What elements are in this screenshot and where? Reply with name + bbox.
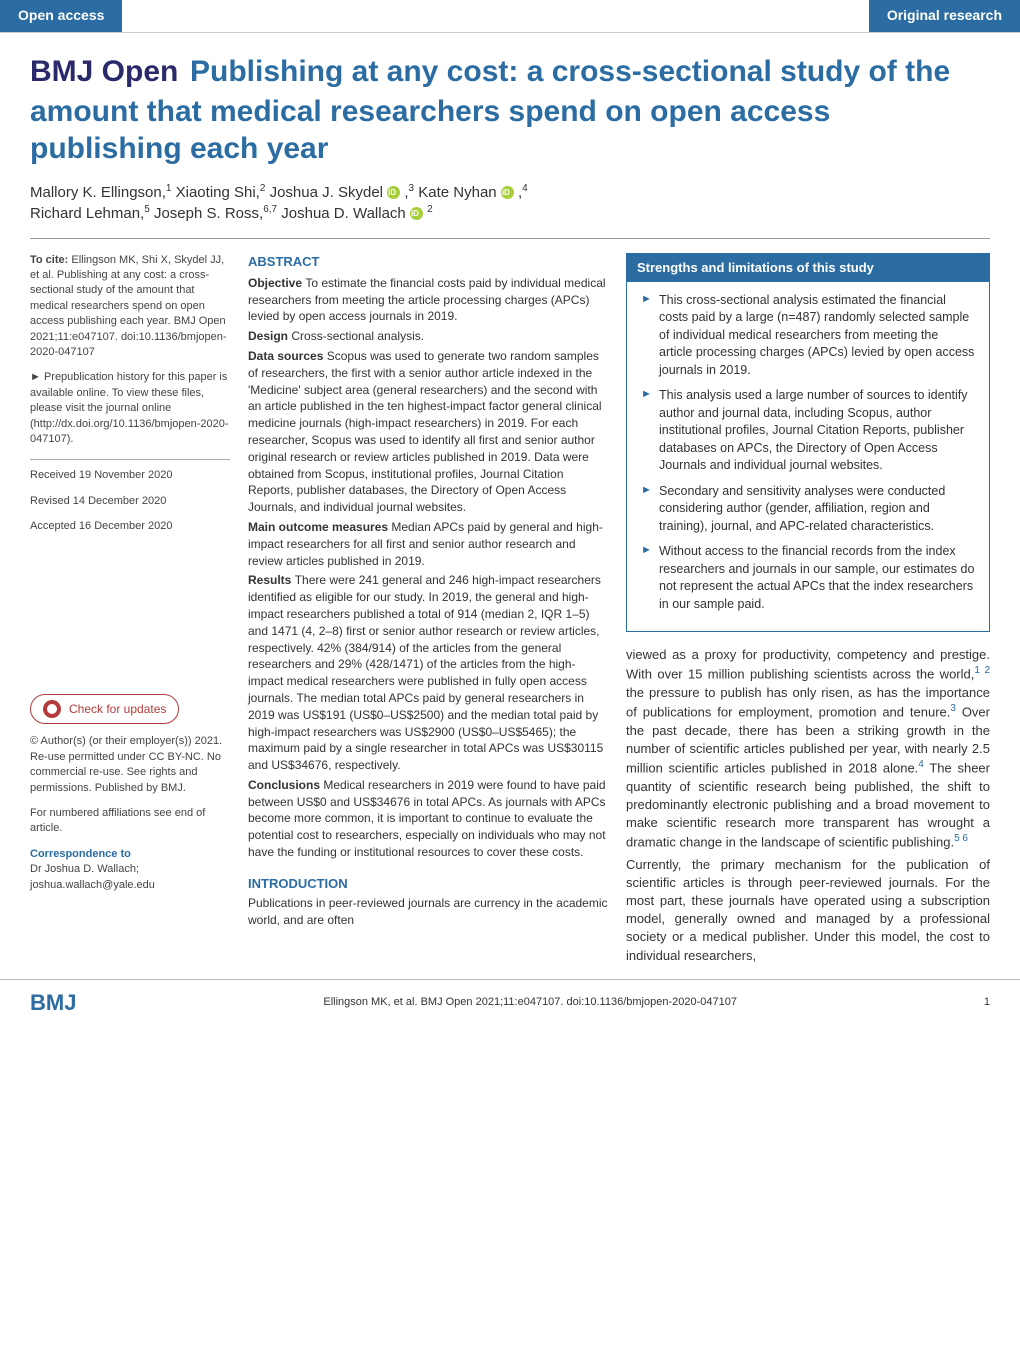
strengths-box: Strengths and limitations of this study …	[626, 253, 990, 633]
footer: BMJ Ellingson MK, et al. BMJ Open 2021;1…	[0, 979, 1020, 1027]
strengths-item: Without access to the financial records …	[641, 543, 975, 613]
abstract-design: Cross-sectional analysis.	[291, 329, 424, 343]
correspondence-label: Correspondence to	[30, 848, 131, 860]
author-affil: 6,7	[263, 204, 277, 215]
bmj-logo: BMJ	[30, 988, 76, 1019]
journal-name: BMJ Open	[30, 55, 178, 88]
author-list: Mallory K. Ellingson,1 Xiaoting Shi,2 Jo…	[0, 178, 1020, 234]
orcid-icon	[387, 186, 400, 199]
date-received: Received 19 November 2020	[30, 468, 230, 483]
author-affil: 3	[409, 183, 415, 194]
correspondence-name: Dr Joshua D. Wallach;	[30, 863, 139, 875]
top-bar: Open access Original research	[0, 0, 1020, 33]
strengths-title: Strengths and limitations of this study	[627, 254, 989, 282]
strengths-item: This analysis used a large number of sou…	[641, 387, 975, 475]
crossmark-icon	[43, 700, 61, 718]
body-p1b: the pressure to publish has only risen, …	[626, 685, 990, 720]
open-access-label: Open access	[0, 0, 122, 32]
author-affil: 1	[166, 183, 172, 194]
abstract-design-label: Design	[248, 329, 288, 343]
abstract-data-label: Data sources	[248, 349, 323, 363]
date-accepted: Accepted 16 December 2020	[30, 519, 230, 534]
title-block: BMJ Open Publishing at any cost: a cross…	[0, 33, 1020, 178]
affiliations-note: For numbered affiliations see end of art…	[30, 806, 230, 837]
ref-link[interactable]: 5 6	[954, 833, 968, 844]
author-name: Kate Nyhan	[418, 184, 496, 201]
cite-text: Ellingson MK, Shi X, Skydel JJ, et al. P…	[30, 254, 227, 358]
abstract-data: Scopus was used to generate two random s…	[248, 349, 602, 514]
side-copyright: BMJ Open: first published as 10.1136/bmj…	[1000, 0, 1014, 80]
author-name: Mallory K. Ellingson,	[30, 184, 166, 201]
hr	[30, 459, 230, 460]
check-updates-button[interactable]: Check for updates	[30, 694, 179, 724]
author-affil: 5	[144, 204, 150, 215]
original-research-label: Original research	[869, 0, 1020, 32]
check-updates-label: Check for updates	[69, 701, 166, 718]
footer-citation: Ellingson MK, et al. BMJ Open 2021;11:e0…	[323, 995, 737, 1010]
author-name: Joshua J. Skydel	[270, 184, 383, 201]
hr	[30, 238, 990, 239]
prepub-note: ► Prepublication history for this paper …	[30, 370, 230, 447]
strengths-item: Secondary and sensitivity analyses were …	[641, 483, 975, 536]
left-sidebar: To cite: Ellingson MK, Shi X, Skydel JJ,…	[30, 253, 230, 969]
body-text: viewed as a proxy for productivity, comp…	[626, 646, 990, 965]
intro-heading: INTRODUCTION	[248, 875, 608, 893]
orcid-icon	[410, 207, 423, 220]
abstract-objective-label: Objective	[248, 276, 302, 290]
cite-label: To cite:	[30, 254, 68, 266]
author-name: Xiaoting Shi,	[176, 184, 260, 201]
abstract-results-label: Results	[248, 573, 291, 587]
strengths-item: This cross-sectional analysis estimated …	[641, 292, 975, 380]
abstract-outcome-label: Main outcome measures	[248, 520, 388, 534]
abstract-objective: To estimate the financial costs paid by …	[248, 276, 606, 324]
body-p1a: viewed as a proxy for productivity, comp…	[626, 647, 990, 682]
abstract-section: ABSTRACT Objective To estimate the finan…	[248, 253, 608, 861]
author-name: Joshua D. Wallach	[281, 205, 406, 222]
orcid-icon	[501, 186, 514, 199]
body-p2: Currently, the primary mechanism for the…	[626, 856, 990, 965]
license-text: © Author(s) (or their employer(s)) 2021.…	[30, 734, 230, 796]
abstract-heading: ABSTRACT	[248, 253, 608, 271]
ref-link[interactable]: 1 2	[974, 665, 990, 676]
author-name: Richard Lehman,	[30, 205, 144, 222]
page-number: 1	[984, 995, 990, 1010]
author-affil: 2	[427, 204, 433, 215]
intro-text: Publications in peer-reviewed journals a…	[248, 895, 608, 929]
date-revised: Revised 14 December 2020	[30, 494, 230, 509]
abstract-results: There were 241 general and 246 high-impa…	[248, 573, 603, 772]
author-affil: 4	[522, 183, 528, 194]
correspondence-email: joshua.wallach@yale.edu	[30, 879, 155, 891]
abstract-conclusions-label: Conclusions	[248, 778, 320, 792]
author-name: Joseph S. Ross,	[154, 205, 263, 222]
author-affil: 2	[260, 183, 266, 194]
